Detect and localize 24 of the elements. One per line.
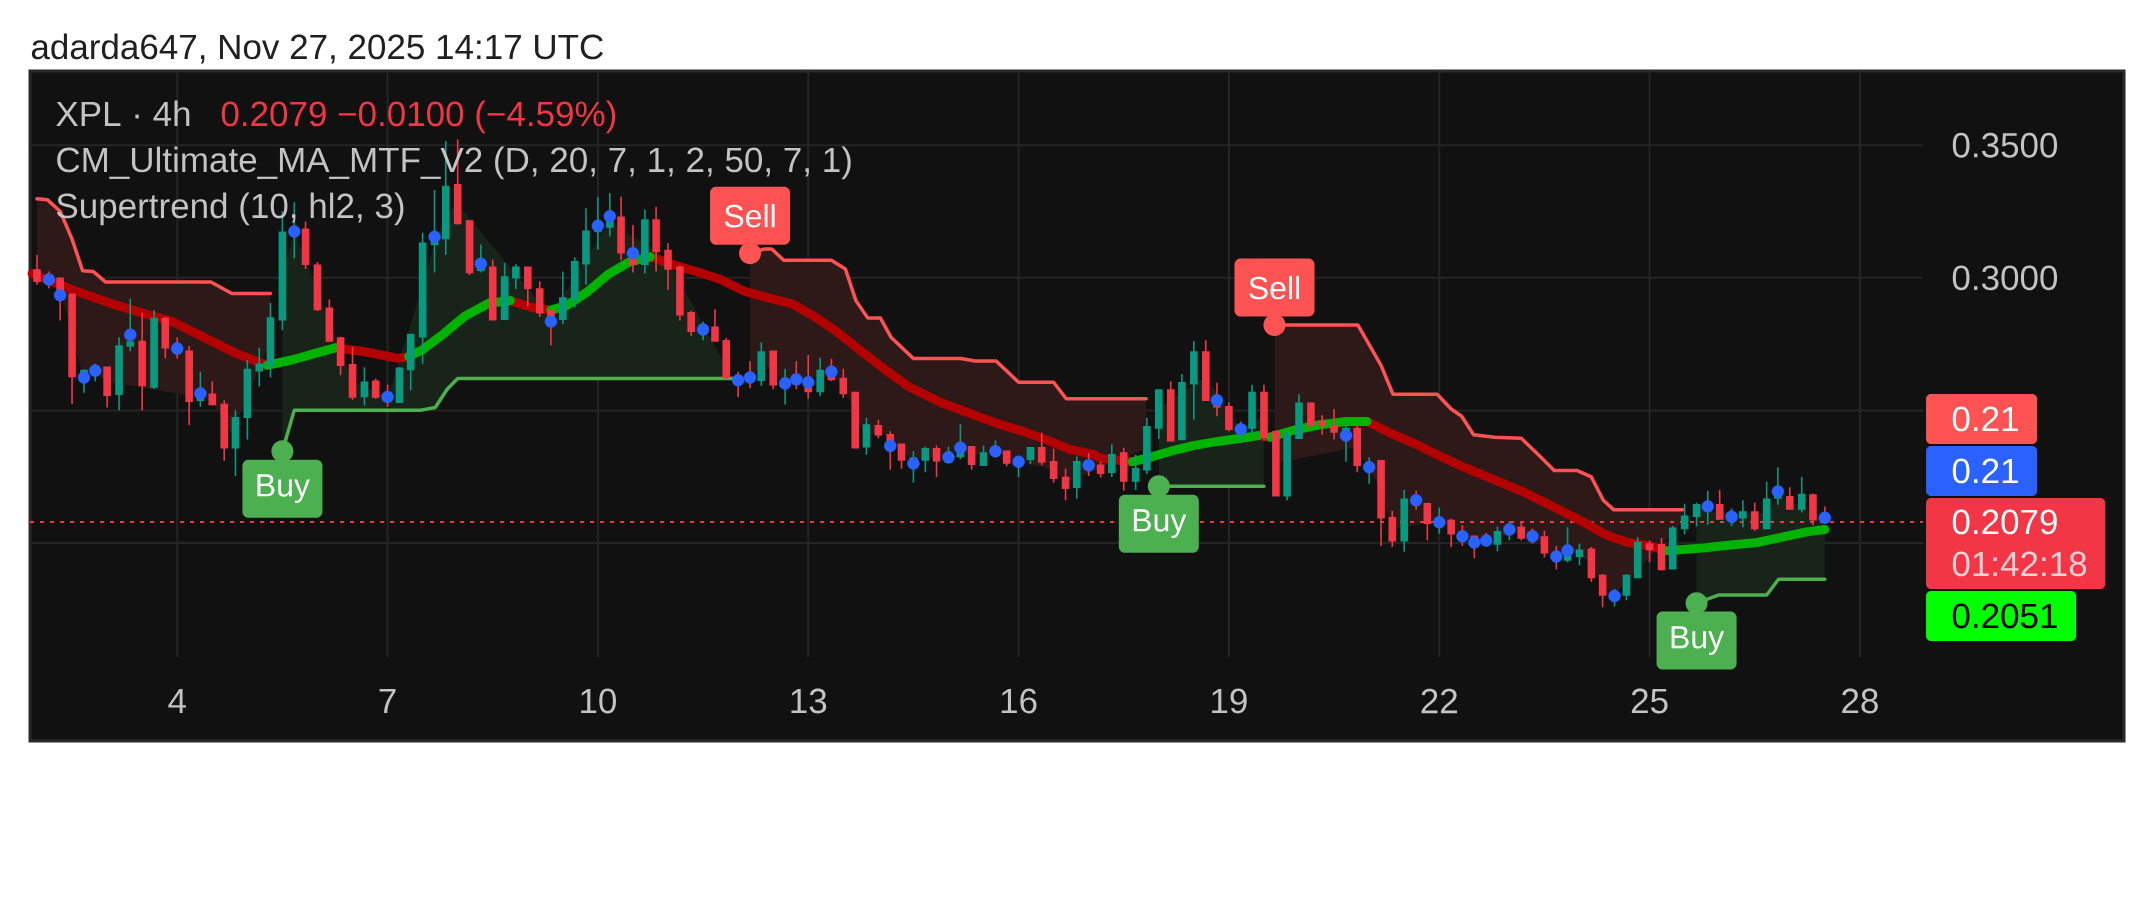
y-tick-label: 0.3500 — [1952, 132, 2058, 158]
annotation: 0.2079 −0.0100 (−4.59%) — [221, 100, 616, 134]
x-tick-label: 7 — [379, 688, 396, 714]
x-tick-label: 19 — [1212, 688, 1247, 714]
ref-line-label: 0.2079 — [1952, 509, 2057, 535]
annotation: Sell — [1249, 275, 1300, 300]
text: 0.21 — [1952, 458, 2018, 484]
annotation: Buy — [1671, 626, 1725, 655]
x-tick-label: 16 — [1001, 688, 1037, 714]
x-tick-label: 28 — [1842, 688, 1878, 714]
y-tick-label: 0.3000 — [1952, 265, 2058, 291]
annotation: Buy — [257, 474, 310, 503]
annotation: Buy — [1133, 509, 1187, 538]
text: XPL · 4h — [56, 100, 190, 126]
text: 01:42:18 — [1952, 551, 2087, 577]
text: 0.2051 — [1952, 603, 2057, 629]
text: 0.21 — [1952, 406, 2018, 432]
text: adarda647, Nov 27, 2025 14:17 UTC — [31, 33, 603, 64]
x-tick-label: 25 — [1631, 688, 1668, 714]
annotation: Sell — [724, 204, 775, 228]
x-tick-label: 22 — [1421, 688, 1457, 714]
x-tick-label: 10 — [581, 688, 616, 714]
x-tick-label: 4 — [168, 688, 186, 714]
x-tick-label: 13 — [791, 688, 827, 714]
